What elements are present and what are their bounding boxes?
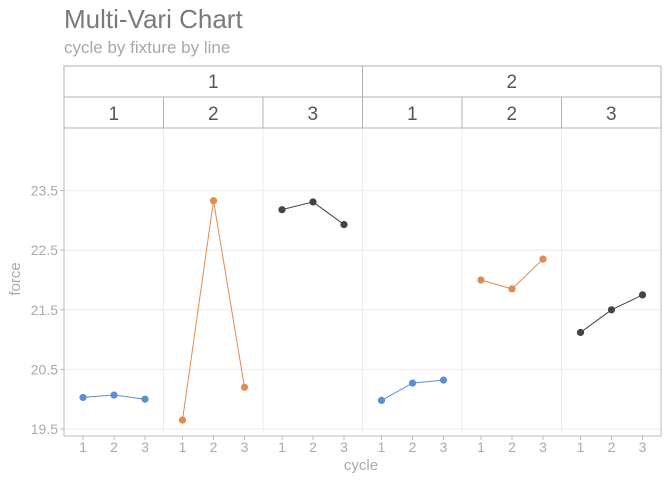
y-tick-label: 20.5	[31, 361, 58, 377]
x-tick-label: 2	[409, 439, 417, 455]
strip-fixture-box	[461, 96, 562, 129]
data-point	[240, 383, 249, 391]
data-point	[638, 291, 647, 299]
chart-title: Multi-Vari Chart	[64, 4, 243, 34]
strip-fixture-label: 2	[208, 104, 219, 125]
y-tick-label: 19.5	[31, 421, 58, 437]
strip-fixture-label: 3	[307, 104, 318, 125]
strip-line-box	[362, 65, 662, 98]
x-tick-label: 2	[110, 439, 118, 455]
data-point	[377, 396, 386, 405]
strip-fixture-label: 2	[506, 104, 517, 125]
data-point	[110, 391, 118, 399]
x-tick-label: 1	[378, 439, 386, 455]
x-tick-label: 3	[141, 439, 149, 455]
strip-line-label: 1	[208, 72, 219, 93]
x-tick-label: 3	[340, 439, 348, 455]
chart-subtitle: cycle by fixture by line	[64, 38, 231, 57]
data-point	[607, 306, 616, 314]
x-tick-label: 1	[278, 439, 286, 455]
x-tick-label: 1	[79, 439, 87, 455]
strip-fixture-box	[63, 96, 164, 129]
y-axis-title: force	[7, 262, 24, 295]
x-tick-label: 1	[577, 439, 585, 455]
strip-fixture-label: 1	[108, 104, 119, 125]
x-tick-label: 2	[210, 439, 218, 455]
x-tick-label: 3	[440, 439, 448, 455]
x-tick-label: 1	[477, 439, 485, 455]
strip-fixture-label: 1	[407, 104, 418, 125]
strip-fixture-box	[561, 96, 662, 129]
x-tick-label: 3	[241, 439, 249, 455]
y-tick-label: 23.5	[31, 183, 58, 199]
data-point	[309, 198, 317, 206]
series-line	[182, 200, 245, 421]
x-tick-label: 3	[639, 439, 647, 455]
strip-fixture-label: 3	[606, 104, 617, 125]
data-point	[576, 328, 585, 337]
data-point	[508, 285, 516, 293]
axes: 19.5 20.5 21.5 22.5 23.5 1 2 3 1 2 3 1 2 3 1 2 3 1 2 3 1 2 3	[31, 128, 662, 455]
y-tick-label: 21.5	[31, 302, 58, 318]
series-layer	[79, 197, 647, 424]
data-point	[539, 255, 547, 263]
x-tick-label: 3	[539, 439, 547, 455]
data-point	[278, 206, 286, 214]
x-axis-title: cycle	[344, 457, 378, 474]
facet-strips: 1 2 1 2 3 1 2 3	[63, 65, 662, 129]
data-point	[209, 197, 218, 205]
x-tick-label: 2	[508, 439, 516, 455]
series-line	[580, 294, 643, 333]
strip-line-label: 2	[506, 72, 517, 93]
strip-fixture-box	[163, 96, 264, 129]
data-point	[178, 416, 187, 424]
x-tick-label: 2	[608, 439, 616, 455]
strip-fixture-box	[362, 96, 463, 129]
data-point	[340, 220, 348, 229]
data-point	[477, 276, 485, 284]
strip-fixture-box	[262, 96, 363, 129]
series-line	[480, 258, 544, 290]
data-point	[141, 395, 149, 403]
data-point	[408, 379, 417, 387]
data-point	[439, 376, 448, 384]
x-tick-label: 2	[309, 439, 317, 455]
grid-layer	[64, 128, 661, 432]
x-tick-label: 1	[179, 439, 187, 455]
data-point	[79, 393, 87, 402]
y-tick-label: 22.5	[31, 242, 58, 258]
